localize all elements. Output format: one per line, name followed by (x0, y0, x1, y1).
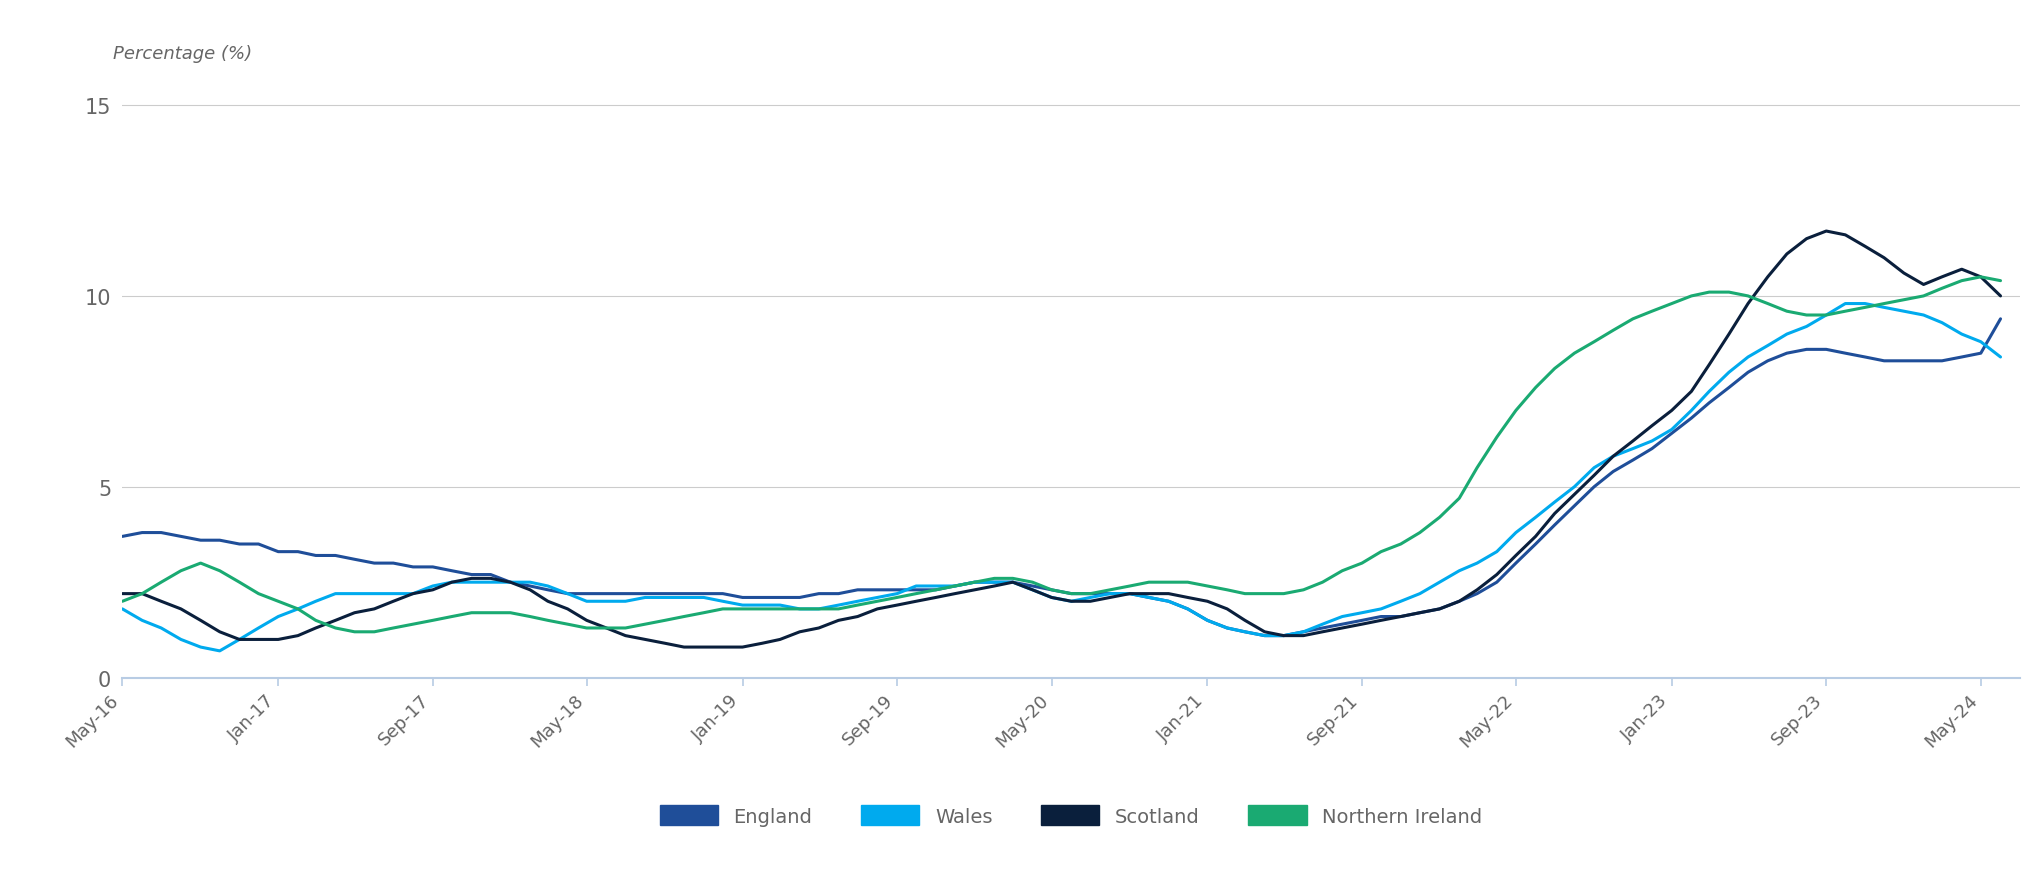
Text: Percentage (%): Percentage (%) (112, 45, 253, 63)
Legend: England, Wales, Scotland, Northern Ireland: England, Wales, Scotland, Northern Irela… (652, 798, 1488, 833)
Line: Scotland: Scotland (122, 232, 2000, 647)
Line: Northern Ireland: Northern Ireland (122, 277, 2000, 632)
Line: Wales: Wales (122, 304, 2000, 651)
Line: England: England (122, 320, 2000, 636)
